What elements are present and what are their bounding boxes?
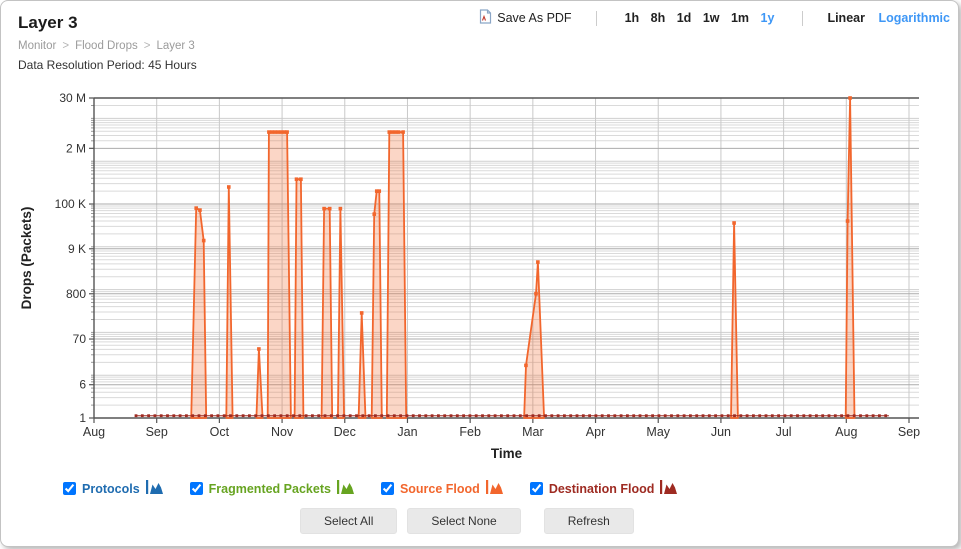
toolbar-divider (802, 10, 804, 26)
data-resolution-label: Data Resolution Period: 45 Hours (18, 58, 197, 72)
save-as-pdf-label: Save As PDF (497, 11, 572, 25)
area-chart-icon (485, 480, 506, 497)
svg-text:Sep: Sep (146, 425, 168, 439)
breadcrumb-item-monitor[interactable]: Monitor (18, 40, 57, 52)
legend-item-destination-flood: Destination Flood (529, 480, 681, 497)
select-none-button[interactable]: Select None (407, 508, 521, 534)
area-chart-icon (145, 480, 166, 497)
svg-text:Dec: Dec (334, 425, 356, 439)
svg-text:Drops (Packets): Drops (Packets) (19, 207, 34, 310)
page-title: Layer 3 (18, 13, 78, 32)
save-as-pdf-button[interactable]: Save As PDF (479, 9, 572, 27)
svg-text:9 K: 9 K (68, 242, 86, 256)
time-range-selector: 1h 8h 1d 1w 1m 1y (621, 11, 779, 25)
time-range-1y-active[interactable]: 1y (760, 11, 775, 25)
protocols-checkbox[interactable] (63, 482, 76, 495)
svg-text:Jul: Jul (776, 425, 792, 439)
area-chart-icon (336, 480, 357, 497)
svg-text:70: 70 (73, 332, 87, 346)
time-range-1d[interactable]: 1d (676, 11, 692, 25)
legend-item-fragmented-packets: Fragmented Packets (189, 480, 357, 497)
svg-text:6: 6 (79, 378, 86, 392)
destination-flood-checkbox[interactable] (529, 482, 543, 495)
svg-text:Aug: Aug (835, 425, 857, 439)
svg-text:Feb: Feb (459, 425, 481, 439)
legend-buttons: Select All Select None Refresh (300, 508, 634, 534)
svg-text:Sep: Sep (898, 425, 920, 439)
fragmented-packets-checkbox[interactable] (189, 482, 203, 495)
svg-text:1: 1 (79, 411, 86, 425)
toolbar: Save As PDF 1h 8h 1d 1w 1m 1y Linear Log… (479, 8, 950, 28)
svg-text:Oct: Oct (210, 425, 230, 439)
svg-text:100 K: 100 K (55, 197, 86, 211)
destination-flood-label: Destination Flood (548, 481, 655, 496)
svg-text:30 M: 30 M (59, 91, 86, 105)
svg-text:2 M: 2 M (66, 141, 86, 155)
svg-text:800: 800 (66, 287, 86, 301)
breadcrumb-item-layer3: Layer 3 (156, 40, 195, 52)
breadcrumb-item-flood-drops[interactable]: Flood Drops (75, 40, 138, 52)
chart-canvas: Aug Sep Oct Nov Dec Jan Feb Mar Apr May Jun Jul Aug S… (19, 91, 920, 461)
breadcrumb-separator: > (62, 40, 70, 52)
area-chart-icon (660, 480, 680, 497)
svg-text:Time: Time (491, 446, 523, 461)
svg-text:May: May (646, 425, 670, 439)
chart-legend: Protocols Fragmented Packets Source Floo… (63, 480, 680, 497)
svg-text:Nov: Nov (271, 425, 294, 439)
breadcrumb-separator: > (143, 40, 151, 52)
select-all-button[interactable]: Select All (300, 508, 398, 534)
toolbar-divider (595, 10, 597, 26)
flood-drops-chart: Aug Sep Oct Nov Dec Jan Feb Mar Apr May Jun Jul Aug S… (1, 89, 958, 471)
source-flood-label: Source Flood (399, 481, 480, 496)
svg-text:Jun: Jun (711, 425, 731, 439)
legend-item-protocols: Protocols (63, 480, 166, 497)
time-range-8h[interactable]: 8h (650, 11, 666, 25)
scale-logarithmic-option-active[interactable]: Logarithmic (878, 11, 950, 25)
fragmented-packets-label: Fragmented Packets (208, 481, 331, 496)
scale-linear-option[interactable]: Linear (827, 11, 865, 25)
protocols-label: Protocols (82, 481, 140, 496)
svg-text:Jan: Jan (397, 425, 417, 439)
time-range-1m[interactable]: 1m (730, 11, 750, 25)
svg-text:Aug: Aug (83, 425, 105, 439)
refresh-button[interactable]: Refresh (543, 508, 634, 534)
svg-text:Apr: Apr (586, 425, 605, 439)
time-range-1w[interactable]: 1w (702, 11, 720, 25)
legend-item-source-flood: Source Flood (380, 480, 506, 497)
pdf-icon (479, 9, 492, 27)
breadcrumb: Monitor > Flood Drops > Layer 3 (18, 40, 195, 52)
source-flood-checkbox[interactable] (380, 482, 394, 495)
svg-text:Mar: Mar (522, 425, 544, 439)
scale-selector: Linear Logarithmic (827, 11, 950, 25)
time-range-1h[interactable]: 1h (624, 11, 640, 25)
